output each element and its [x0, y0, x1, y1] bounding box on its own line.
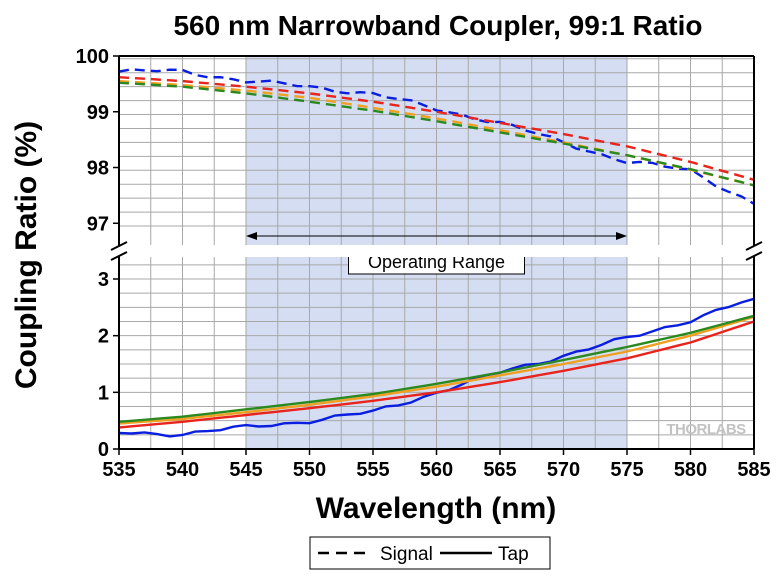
x-tick-label: 585: [737, 459, 770, 481]
signal-series-line: [118, 68, 755, 205]
x-tick-label: 535: [102, 459, 135, 481]
x-tick-label: 545: [229, 459, 262, 481]
legend: Signal Tap: [309, 536, 551, 570]
signal-series-line: [118, 81, 755, 187]
legend-tap-label: Tap: [498, 544, 529, 565]
tap-series-line: [118, 320, 755, 429]
x-tick-label: 540: [166, 459, 199, 481]
x-tick-label: 555: [356, 459, 389, 481]
x-axis-label: Wavelength (nm): [316, 492, 557, 525]
thorlabs-watermark: THORLABS: [666, 421, 746, 438]
y-tick-label: 2: [98, 326, 109, 348]
x-tick-label: 570: [547, 459, 580, 481]
axis-break-gap: [117, 245, 756, 257]
y-tick-label: 0: [98, 439, 109, 461]
operating-range-arrow-head-right: [616, 232, 627, 240]
x-tick-label: 575: [610, 459, 643, 481]
signal-series-line: [118, 76, 755, 181]
axis-break-mark: [745, 241, 763, 251]
axis-break-mark: [745, 251, 763, 261]
x-tick-label: 560: [420, 459, 453, 481]
legend-box: [309, 536, 551, 570]
x-tick-label: 580: [674, 459, 707, 481]
y-tick-label: 97: [87, 213, 109, 235]
y-tick-label: 98: [87, 158, 109, 180]
legend-signal-label: Signal: [380, 544, 433, 565]
y-tick-label: 100: [76, 46, 109, 68]
axis-break-mark: [110, 241, 128, 251]
tap-series-line: [118, 314, 755, 423]
y-axis-label: Coupling Ratio (%): [10, 121, 43, 389]
operating-range-arrow-head-left: [246, 232, 257, 240]
y-tick-label: 1: [98, 382, 109, 404]
tap-series-line: [118, 315, 755, 425]
y-tick-label: 99: [87, 102, 109, 124]
chart-title: 560 nm Narrowband Coupler, 99:1 Ratio: [173, 10, 702, 41]
axis-break-mark: [110, 251, 128, 261]
y-tick-label: 3: [98, 269, 109, 291]
x-tick-label: 550: [293, 459, 326, 481]
x-tick-label: 565: [483, 459, 516, 481]
